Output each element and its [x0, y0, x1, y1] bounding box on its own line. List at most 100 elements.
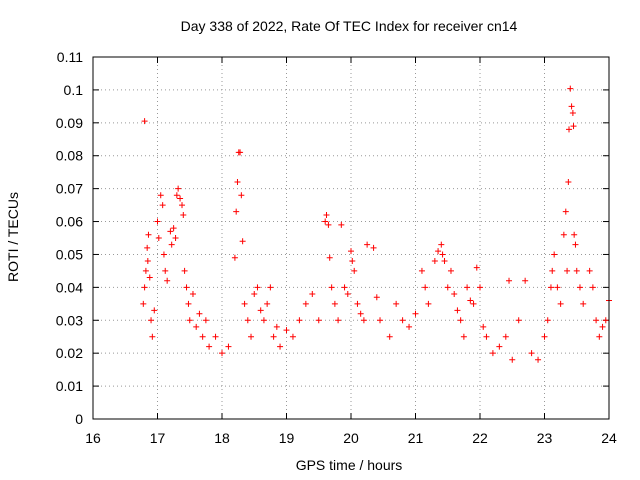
data-point — [596, 333, 603, 340]
x-tick-label: 22 — [472, 430, 488, 446]
data-point — [202, 317, 209, 324]
data-point — [528, 350, 535, 357]
data-point — [237, 149, 244, 156]
data-point — [189, 290, 196, 297]
data-point — [199, 333, 206, 340]
data-point — [464, 284, 471, 291]
data-point — [360, 317, 367, 324]
data-point — [470, 300, 477, 307]
data-point — [326, 254, 333, 261]
data-point — [373, 294, 380, 301]
x-tick-label: 21 — [408, 430, 424, 446]
data-point — [451, 290, 458, 297]
data-point — [322, 218, 329, 225]
data-point — [569, 109, 576, 116]
data-point — [377, 317, 384, 324]
data-point — [593, 317, 600, 324]
data-point — [439, 251, 446, 258]
data-point — [554, 284, 561, 291]
data-point — [325, 221, 332, 228]
grid-lines — [93, 57, 609, 419]
data-point — [212, 333, 219, 340]
data-point — [146, 274, 153, 281]
data-point — [225, 343, 232, 350]
data-point — [219, 350, 225, 357]
y-tick-label: 0 — [75, 411, 83, 427]
x-tick-label: 19 — [279, 430, 295, 446]
data-point — [509, 356, 516, 363]
data-point — [267, 284, 274, 291]
data-point — [239, 238, 246, 245]
data-point — [328, 284, 335, 291]
y-tick-label: 0.11 — [57, 49, 83, 65]
data-point — [233, 208, 240, 215]
data-point — [257, 307, 264, 314]
data-point — [547, 284, 554, 291]
x-tick-label: 24 — [601, 430, 617, 446]
data-point — [238, 192, 245, 199]
data-point — [576, 284, 583, 291]
data-point — [338, 221, 345, 228]
data-point — [179, 202, 186, 209]
y-tick-label: 0.1 — [64, 82, 84, 98]
data-point — [254, 284, 261, 291]
y-tick-label: 0.04 — [56, 279, 83, 295]
data-point — [335, 317, 342, 324]
y-tick-label: 0.01 — [56, 378, 83, 394]
data-point — [364, 241, 371, 248]
y-tick-label: 0.02 — [56, 345, 83, 361]
y-tick-label: 0.05 — [56, 246, 83, 262]
plot-border — [92, 56, 610, 420]
data-point — [264, 300, 271, 307]
x-tick-label: 20 — [343, 430, 359, 446]
data-point — [477, 284, 483, 291]
data-point — [248, 333, 255, 340]
data-point — [351, 267, 358, 274]
y-tick-label: 0.09 — [56, 115, 83, 131]
data-point — [157, 192, 164, 199]
data-point — [175, 185, 182, 192]
data-point — [241, 300, 248, 307]
data-point — [344, 290, 351, 297]
data-point — [580, 300, 587, 307]
data-point — [260, 317, 267, 324]
data-point — [454, 307, 461, 314]
data-point — [151, 307, 158, 314]
data-point — [348, 248, 354, 255]
data-point — [289, 333, 296, 340]
chart-title: Day 338 of 2022, Rate Of TEC Index for r… — [181, 18, 518, 34]
axis-ticks: 16 17 18 19 20 21 22 23 24 0 0.01 0.02 0.03 0.04 0.05 0… — [56, 49, 617, 446]
data-point — [535, 356, 542, 363]
x-tick-label: 16 — [85, 430, 101, 446]
data-point — [370, 244, 377, 251]
y-axis-label: ROTI / TECUs — [5, 192, 21, 282]
data-point — [599, 323, 606, 330]
data-point — [467, 297, 474, 304]
data-point — [283, 327, 290, 334]
data-point — [562, 208, 569, 215]
data-point — [515, 317, 522, 324]
data-point — [602, 317, 609, 324]
data-point — [149, 333, 156, 340]
data-point — [168, 241, 175, 248]
data-point — [155, 235, 162, 241]
data-point — [393, 300, 400, 307]
data-point — [140, 300, 147, 307]
data-point — [444, 284, 451, 291]
data-point — [502, 333, 509, 340]
data-point — [489, 350, 496, 357]
data-point — [425, 300, 432, 307]
y-tick-label: 0.03 — [56, 312, 83, 328]
data-point — [568, 103, 575, 110]
data-point — [357, 310, 364, 317]
data-point — [302, 300, 309, 307]
data-point — [406, 323, 413, 330]
data-point — [551, 251, 558, 258]
data-point — [586, 267, 593, 274]
data-point — [571, 231, 578, 238]
data-point — [277, 343, 284, 350]
data-point — [141, 284, 148, 291]
data-point — [447, 267, 454, 274]
data-point — [549, 267, 556, 274]
data-point — [173, 192, 180, 199]
